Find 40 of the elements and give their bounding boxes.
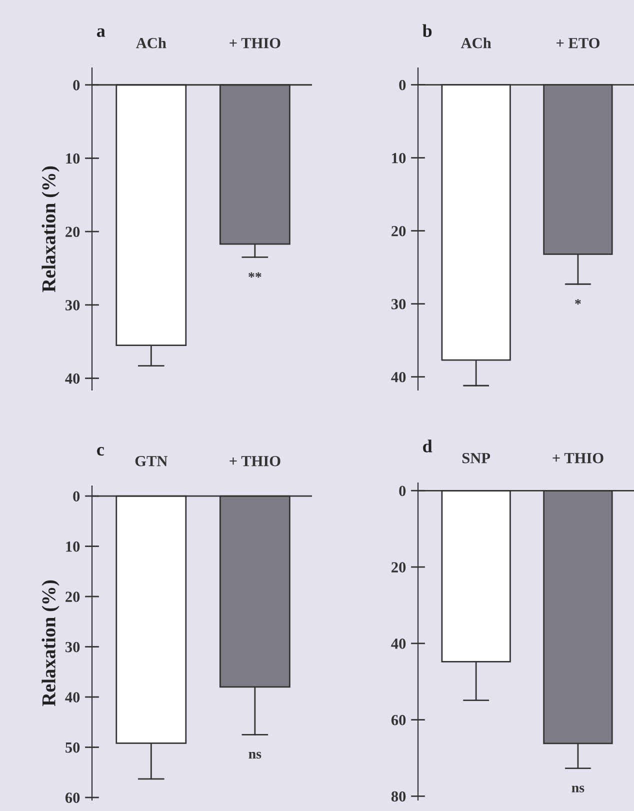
chart-title: b xyxy=(422,24,432,37)
x-tick-label: SNP xyxy=(462,452,490,464)
y-tick-label: 60 xyxy=(391,714,406,726)
annotation: ns xyxy=(248,752,262,759)
y-tick-label: 0 xyxy=(73,80,80,90)
annotation: * xyxy=(575,299,581,304)
x-tick-label: + THIO xyxy=(552,452,604,464)
chart-title: c xyxy=(97,446,104,456)
y-tick-label: 20 xyxy=(392,562,406,572)
y-tick-label: 40 xyxy=(391,372,406,382)
y-tick-label: 40 xyxy=(65,373,80,384)
y-tick-label: 10 xyxy=(66,153,80,164)
y-tick-label: 20 xyxy=(392,226,406,236)
y-tick-label: 30 xyxy=(391,298,406,310)
x-tick-label: + ETO xyxy=(556,38,600,48)
y-tick-label: 0 xyxy=(399,80,406,90)
chart-title: d xyxy=(423,440,432,452)
x-tick-label: GTN xyxy=(135,456,168,466)
y-tick-label: 0 xyxy=(73,491,80,502)
x-tick-label: ACh xyxy=(460,37,492,48)
annotation: ** xyxy=(248,272,262,278)
chart-title: a xyxy=(96,28,106,37)
y-tick-label: 40 xyxy=(65,692,80,702)
y-tick-label: 20 xyxy=(66,592,80,602)
y-axis-title: Relaxation (%) xyxy=(42,580,60,706)
y-tick-label: 60 xyxy=(65,792,80,803)
x-tick-label: + THIO xyxy=(230,456,280,466)
y-tick-label: 10 xyxy=(66,541,80,552)
y-tick-label: 80 xyxy=(391,791,406,802)
y-tick-label: 20 xyxy=(66,226,80,238)
y-axis-title: Relaxation (%) xyxy=(42,166,60,292)
y-tick-label: 30 xyxy=(65,642,80,652)
x-tick-label: + THIO xyxy=(230,38,280,48)
y-tick-label: 50 xyxy=(66,742,80,753)
x-tick-label: ACh xyxy=(136,37,166,48)
annotation: ns xyxy=(572,786,584,792)
y-tick-label: 30 xyxy=(65,300,80,310)
y-tick-label: 0 xyxy=(399,486,406,496)
y-tick-label: 40 xyxy=(391,638,406,649)
y-tick-label: 10 xyxy=(392,152,406,164)
